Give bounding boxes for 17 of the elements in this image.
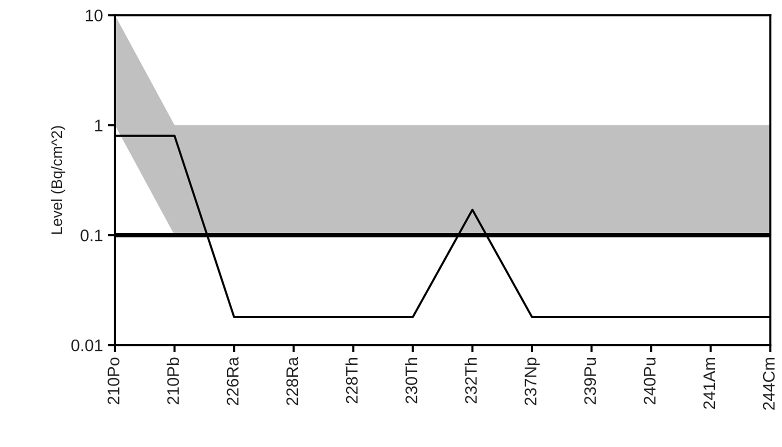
x-tick-label: 226Ra: [226, 356, 239, 406]
y-tick-label: 1: [95, 120, 102, 132]
y-axis-title: Level (Bq/cm^2): [50, 126, 66, 234]
y-tick-label: 10: [86, 10, 102, 22]
x-tick-label: 241Am: [703, 358, 716, 409]
y-tick-label: 0.1: [80, 230, 102, 242]
x-tick-label: 240Pu: [644, 358, 656, 404]
x-tick-label: 210Pb: [166, 358, 179, 404]
x-tick-label: 237Np: [524, 358, 540, 406]
x-tick-label: 232Th: [464, 358, 477, 404]
x-tick-label: 210Po: [108, 358, 120, 404]
x-tick-label: 239Pu: [584, 358, 596, 404]
x-tick-label: 228Ra: [286, 356, 298, 406]
y-tick-label: 0.01: [71, 339, 102, 352]
x-tick-label: 230Th: [405, 358, 418, 404]
x-tick-label: 228Th: [345, 358, 358, 404]
x-tick-label: 244Cm: [762, 358, 775, 410]
